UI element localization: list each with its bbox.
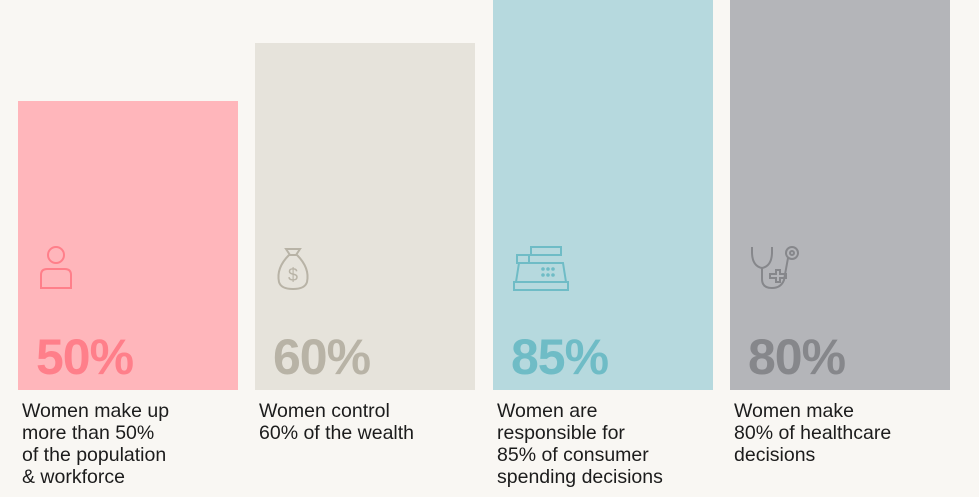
category-label: Women make up more than 50% of the popul…: [22, 400, 170, 488]
svg-text:$: $: [288, 265, 298, 285]
category-label: Women are responsible for 85% of consume…: [497, 400, 663, 488]
bar-value-label: 50%: [36, 329, 134, 385]
person-icon: [36, 244, 76, 292]
stethoscope-icon: [748, 244, 808, 292]
bar-value-label: 80%: [748, 329, 846, 385]
bar-1: 50%: [18, 101, 238, 390]
bar-value-label: 85%: [511, 329, 609, 385]
category-label: Women make 80% of healthcare decisions: [734, 400, 892, 466]
category-label: Women control 60% of the wealth: [259, 400, 415, 444]
bar-4: 80%: [730, 0, 950, 390]
bar-3: 85%: [493, 0, 713, 390]
money-bag-icon: $: [273, 244, 313, 292]
bar-2: $60%: [255, 43, 475, 390]
bar-value-label: 60%: [273, 328, 371, 385]
cash-register-icon: [511, 244, 571, 292]
